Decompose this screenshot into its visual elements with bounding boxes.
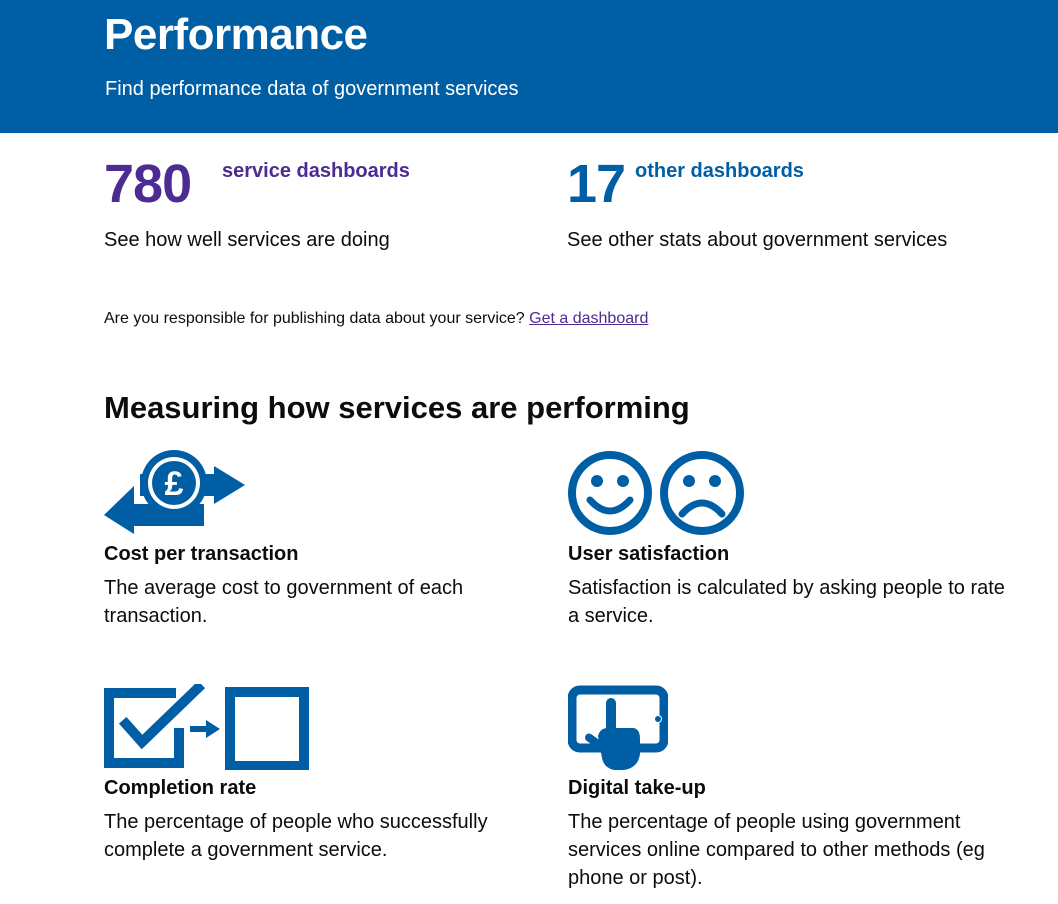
metric-title: Completion rate	[104, 777, 257, 799]
other-dashboards-link[interactable]: other dashboards	[635, 160, 804, 182]
publishing-prompt: Are you responsible for publishing data …	[104, 310, 648, 328]
other-dashboards-description: See other stats about government service…	[567, 229, 948, 251]
publishing-prompt-text: Are you responsible for publishing data …	[104, 310, 525, 327]
other-dashboards-count: 17	[567, 154, 626, 214]
page-title: Performance	[104, 10, 368, 59]
get-dashboard-link[interactable]: Get a dashboard	[529, 310, 649, 327]
metric-description: The percentage of people using governmen…	[568, 811, 985, 889]
metric-description: Satisfaction is calculated by asking peo…	[568, 577, 1005, 627]
section-title: Measuring how services are performing	[104, 390, 690, 425]
metric-title: Cost per transaction	[104, 543, 299, 565]
pound-exchange-icon: £	[104, 450, 245, 534]
svg-text:£: £	[165, 465, 184, 503]
checkbox-completion-icon	[104, 684, 309, 770]
service-dashboards-count: 780	[104, 154, 192, 214]
metric-description: The average cost to government of each t…	[104, 577, 464, 627]
service-dashboards-description: See how well services are doing	[104, 229, 390, 251]
metric-title: User satisfaction	[568, 543, 730, 565]
service-dashboards-link[interactable]: service dashboards	[222, 160, 410, 182]
page-header: Performance Find performance data of gov…	[0, 0, 1058, 133]
page-subtitle: Find performance data of government serv…	[105, 78, 519, 100]
metric-description: The percentage of people who successfull…	[104, 811, 488, 861]
tablet-tap-icon	[568, 685, 668, 770]
satisfaction-faces-icon	[568, 451, 744, 535]
metric-title: Digital take-up	[568, 777, 706, 799]
